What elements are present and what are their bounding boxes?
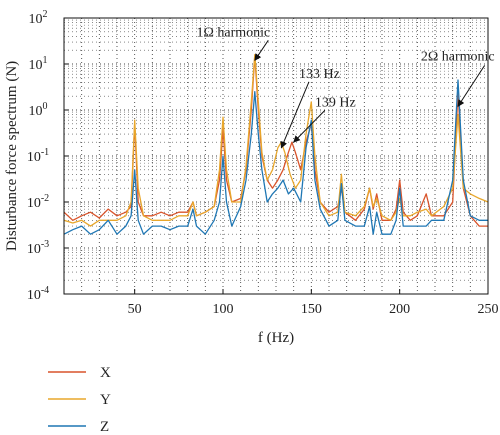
legend: XYZ bbox=[48, 365, 111, 435]
x-tick-label: 50 bbox=[128, 302, 142, 317]
annotation-arrow bbox=[293, 110, 326, 143]
series-group bbox=[64, 53, 488, 235]
annotation-label: 133 Hz bbox=[299, 67, 340, 82]
x-tick-label: 100 bbox=[213, 302, 234, 317]
y-axis-label: Disturbance force spectrum (N) bbox=[4, 61, 20, 251]
x-tick-label: 150 bbox=[301, 302, 322, 317]
y-tick-label: 10-3 bbox=[27, 239, 49, 257]
x-tick-label: 250 bbox=[478, 302, 499, 317]
annotation-label: 139 Hz bbox=[315, 95, 356, 110]
annotation-label: 1Ω harmonic bbox=[197, 25, 271, 40]
y-tick-label: 10-2 bbox=[27, 193, 49, 211]
annotation-arrow bbox=[280, 81, 310, 149]
series-line-z bbox=[64, 79, 488, 235]
series-line-x bbox=[64, 55, 488, 227]
axis-ticks: 50 100 150 200 250 102 101 100 10-1 10-2 10-3 10-4 bbox=[27, 9, 499, 317]
annotation-label: 2Ω harmonic bbox=[421, 49, 495, 64]
grid bbox=[64, 18, 488, 294]
annotation-arrow bbox=[254, 40, 269, 61]
x-tick-label: 200 bbox=[389, 302, 410, 317]
y-tick-label: 101 bbox=[29, 55, 48, 73]
y-tick-label: 100 bbox=[29, 101, 48, 119]
y-tick-label: 10-1 bbox=[27, 147, 49, 165]
legend-label-y: Y bbox=[100, 392, 111, 408]
x-axis-label: f (Hz) bbox=[258, 330, 294, 346]
annotations: 1Ω harmonic 133 Hz 139 Hz 2Ω harmonic bbox=[197, 25, 495, 149]
y-tick-label: 10-4 bbox=[27, 285, 49, 303]
annotation-arrow bbox=[457, 65, 486, 107]
legend-label-x: X bbox=[100, 365, 111, 381]
series-line-y bbox=[64, 53, 488, 227]
legend-label-z: Z bbox=[100, 419, 109, 435]
y-tick-label: 102 bbox=[29, 9, 48, 27]
